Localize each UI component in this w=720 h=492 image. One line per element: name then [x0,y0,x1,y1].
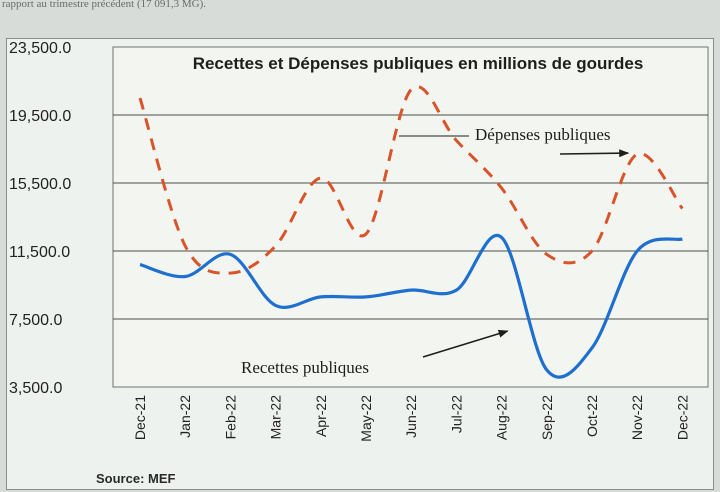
y-tick-label: 23,500.0 [9,40,71,57]
annotation-depenses-arrow [559,149,630,158]
x-tick-label: May-22 [358,395,374,442]
x-tick-label: Sep-22 [539,395,555,440]
plot-area [112,46,709,388]
x-tick-label: Jun-22 [403,395,419,438]
x-tick-label: Dec-21 [132,395,148,440]
y-tick-label: 15,500.0 [9,176,71,193]
x-tick-label: Jul-22 [448,395,464,433]
gridlines [113,114,708,320]
x-axis-ticks: Dec-21 Jan-22 Feb-22 Mar-22 Apr-22 May-22 Jun-… [132,395,690,442]
series-lines [138,85,684,379]
annotation-depenses-label: Dépenses publiques [475,125,611,144]
x-tick-label: Mar-22 [268,395,284,440]
chart-svg: 3,500.0 7,500.0 11,500.0 15,500.0 19,500.0 23… [9,40,709,486]
x-tick-label: Nov-22 [629,395,645,440]
x-tick-label: Jan-22 [177,395,193,438]
annotation-recettes-label: Recettes publiques [241,358,369,377]
chart-frame: 3,500.0 7,500.0 11,500.0 15,500.0 19,500.0 23… [6,38,714,490]
y-tick-label: 3,500.0 [9,380,62,397]
series-line-depenses [138,85,684,275]
y-tick-label: 7,500.0 [9,312,62,329]
y-axis-ticks: 3,500.0 7,500.0 11,500.0 15,500.0 19,500.0 23… [9,40,71,397]
source-note: Source: MEF [96,471,176,486]
y-tick-label: 19,500.0 [9,108,71,125]
x-tick-label: Aug-22 [494,395,510,440]
x-tick-label: Oct-22 [584,395,600,437]
series-line-recettes [139,233,683,379]
annotations: Dépenses publiques Recettes publiques [241,125,630,377]
x-tick-label: Apr-22 [313,395,329,437]
x-tick-label: Dec-22 [674,395,690,440]
title-backdrop [135,51,701,75]
chart-title: Recettes et Dépenses publiques en millio… [193,54,644,73]
y-tick-label: 11,500.0 [9,244,70,261]
x-tick-label: Feb-22 [222,395,238,440]
annotation-recettes-arrow [422,329,509,358]
clipped-caption-text: rapport au trimestre précédent (17 091,3… [2,0,207,10]
